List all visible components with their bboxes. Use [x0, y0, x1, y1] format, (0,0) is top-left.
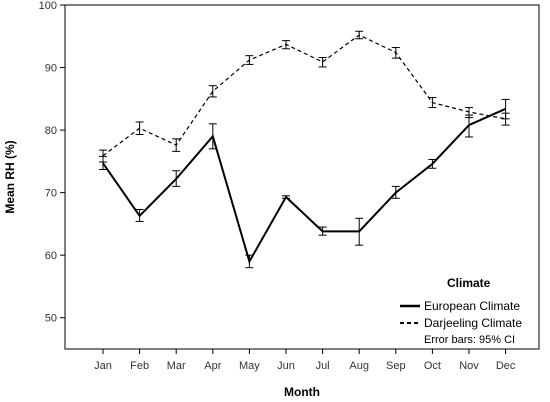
y-tick-label: 70	[45, 188, 57, 200]
series-line	[102, 34, 506, 157]
series-line	[102, 107, 507, 264]
x-tick-label: May	[239, 360, 260, 372]
y-tick-label: 50	[45, 313, 57, 325]
y-tick-label: 90	[45, 63, 57, 75]
error-bar	[318, 57, 327, 68]
legend-label-european: European Climate	[424, 299, 520, 313]
x-tick-label: Aug	[349, 360, 369, 372]
series-layer	[99, 30, 510, 269]
y-axis-title: Mean RH (%)	[3, 140, 17, 213]
series-european-climate	[99, 98, 510, 269]
error-bar	[208, 85, 217, 98]
x-tick-label: Sep	[386, 360, 406, 372]
legend-label-darjeeling: Darjeeling Climate	[424, 316, 522, 330]
y-tick-label: 60	[45, 250, 57, 262]
x-tick-label: Jan	[94, 360, 112, 372]
x-tick-label: Apr	[204, 360, 221, 372]
error-bar	[465, 107, 473, 119]
x-tick-label: Dec	[496, 360, 516, 372]
plot-frame	[64, 4, 540, 350]
legend-note: Error bars: 95% CI	[424, 334, 515, 346]
x-axis-title: Month	[284, 385, 320, 399]
x-tick-label: Jul	[316, 360, 330, 372]
y-tick-label: 100	[39, 0, 57, 12]
error-bar	[99, 149, 107, 163]
series-darjeeling-climate	[99, 30, 510, 163]
error-bar	[501, 112, 510, 126]
legend-title: Climate	[447, 276, 491, 290]
legend: Climate European Climate Darjeeling Clim…	[400, 276, 522, 346]
y-axis-ticks: 50 60 70 80 90 100	[39, 0, 65, 325]
x-axis-ticks: Jan Feb Mar Apr May Jun Jul Aug Sep Oct Nov Dec	[94, 349, 516, 372]
x-tick-label: Mar	[167, 360, 186, 372]
x-tick-label: Jun	[277, 360, 295, 372]
x-tick-label: Feb	[130, 360, 149, 372]
x-tick-label: Nov	[459, 360, 479, 372]
y-tick-label: 80	[45, 125, 57, 137]
x-tick-label: Oct	[424, 360, 441, 372]
